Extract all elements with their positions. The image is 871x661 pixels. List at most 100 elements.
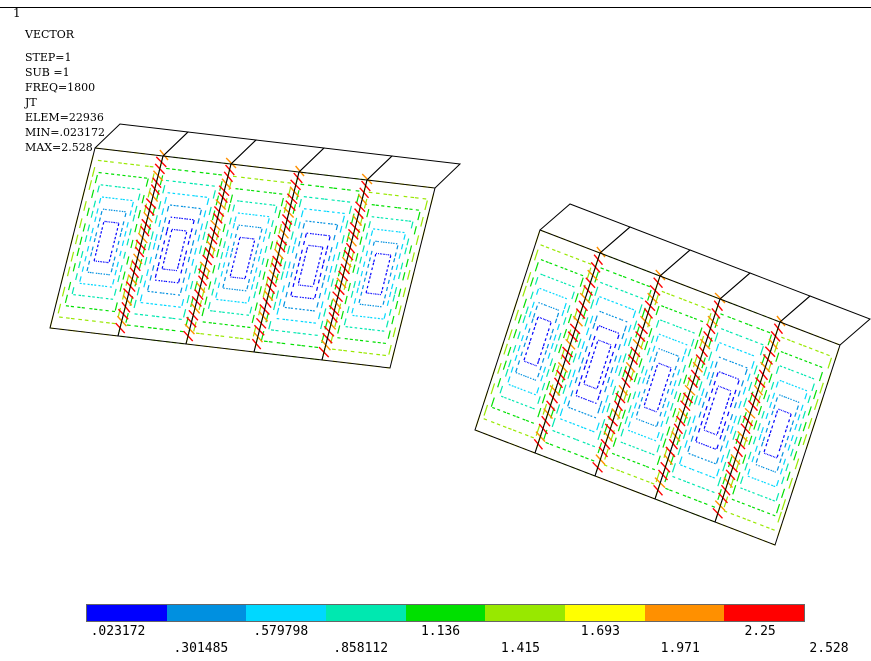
current-vector [759,345,764,356]
current-vector [583,365,586,370]
current-vector [332,254,336,262]
current-vector [315,286,319,291]
current-vector [250,284,254,290]
current-vector [506,412,511,415]
current-vector [341,235,345,244]
current-vector [568,406,571,409]
current-vector [757,493,760,496]
current-vector [624,291,628,294]
current-vector [321,247,324,250]
current-vector [616,469,620,472]
current-vector [614,316,618,319]
current-vector [259,248,263,255]
current-vector [736,500,741,503]
current-vector [807,417,813,429]
current-vector [656,431,660,439]
current-vector [288,220,292,231]
current-vector [234,255,236,259]
legend-band [485,605,566,621]
current-vector [340,263,351,275]
current-vector [641,449,644,452]
current-vector [590,342,594,348]
current-vector [637,391,641,398]
current-vector [119,264,123,272]
current-vector [677,445,682,456]
current-vector [673,380,677,387]
current-vector [383,313,387,319]
current-vector [576,424,580,427]
current-vector [294,276,297,281]
current-vector [668,337,671,340]
current-vector [138,223,143,234]
current-vector [366,208,370,218]
info-block: VECTOR STEP=1 SUB =1 FREQ=1800 JT ELEM=2… [25,27,105,155]
current-vector [770,381,775,390]
current-vector [769,430,772,434]
current-vector [640,365,645,374]
current-vector [91,189,95,198]
current-vector [370,250,373,255]
current-vector [176,266,179,269]
current-vector [253,257,256,262]
current-vector [204,247,215,259]
current-vector [685,314,689,317]
current-vector [507,346,512,357]
current-vector [654,294,659,306]
current-vector [650,438,653,441]
current-vector [383,281,385,285]
current-vector [747,475,750,478]
current-vector [90,210,94,218]
current-vector [781,336,785,339]
current-vector [671,294,675,297]
current-vector [518,431,523,434]
current-vector [273,225,278,235]
current-vector [782,458,787,465]
current-vector [745,337,749,340]
current-vector [760,381,766,393]
current-vector [607,299,610,302]
info-elem: ELEM=22936 [25,111,104,124]
current-vector [620,289,624,292]
current-vector [78,261,81,269]
current-vector [395,264,399,271]
current-vector [556,323,560,331]
current-vector [820,351,824,354]
current-vector [597,407,601,414]
current-vector [587,414,590,416]
current-vector [502,360,507,370]
current-vector [251,263,254,268]
current-vector [57,303,62,314]
current-vector [672,408,677,418]
current-vector [775,381,779,388]
coil-element-edge [539,203,631,254]
current-vector [728,345,732,348]
current-vector [622,353,627,363]
current-vector [623,390,628,402]
current-vector [698,397,702,406]
current-vector [119,232,122,238]
current-vector [657,407,660,411]
current-vector [579,277,584,287]
current-vector [98,217,101,222]
current-vector [580,426,584,429]
current-vector [726,411,730,417]
current-vector [282,285,285,293]
current-vector [84,255,87,262]
current-vector [137,209,141,219]
current-vector [658,333,661,336]
current-vector [368,221,371,229]
current-vector [545,260,549,264]
current-vector [604,373,608,378]
current-vector [253,291,257,299]
current-vector [503,343,508,355]
current-vector [529,337,532,341]
current-vector [93,258,96,262]
current-vector [673,310,678,313]
current-vector [340,310,344,320]
current-vector [389,255,392,259]
current-vector [658,402,661,406]
current-vector [678,378,682,387]
current-vector [694,303,699,306]
current-vector [618,355,622,363]
current-vector [298,256,302,261]
